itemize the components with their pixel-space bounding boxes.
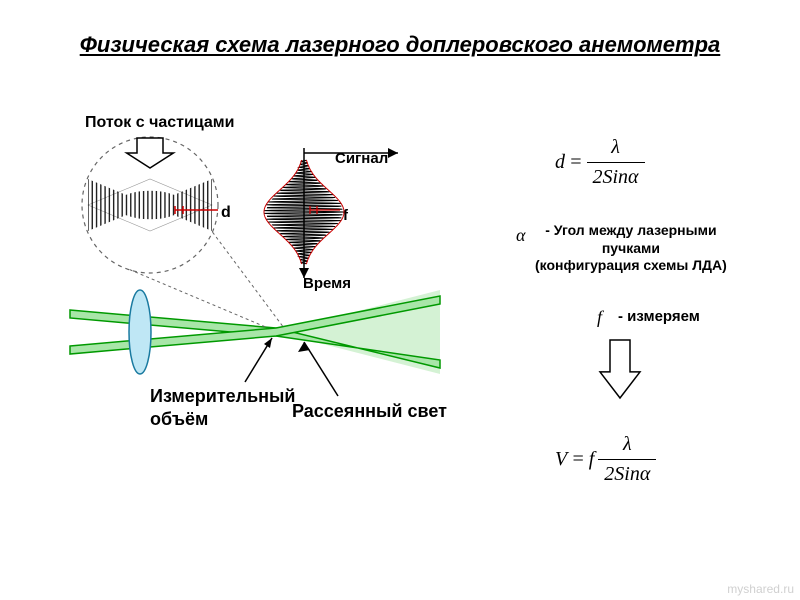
watermark: myshared.ru [727,582,794,596]
lda-diagram [0,0,800,600]
